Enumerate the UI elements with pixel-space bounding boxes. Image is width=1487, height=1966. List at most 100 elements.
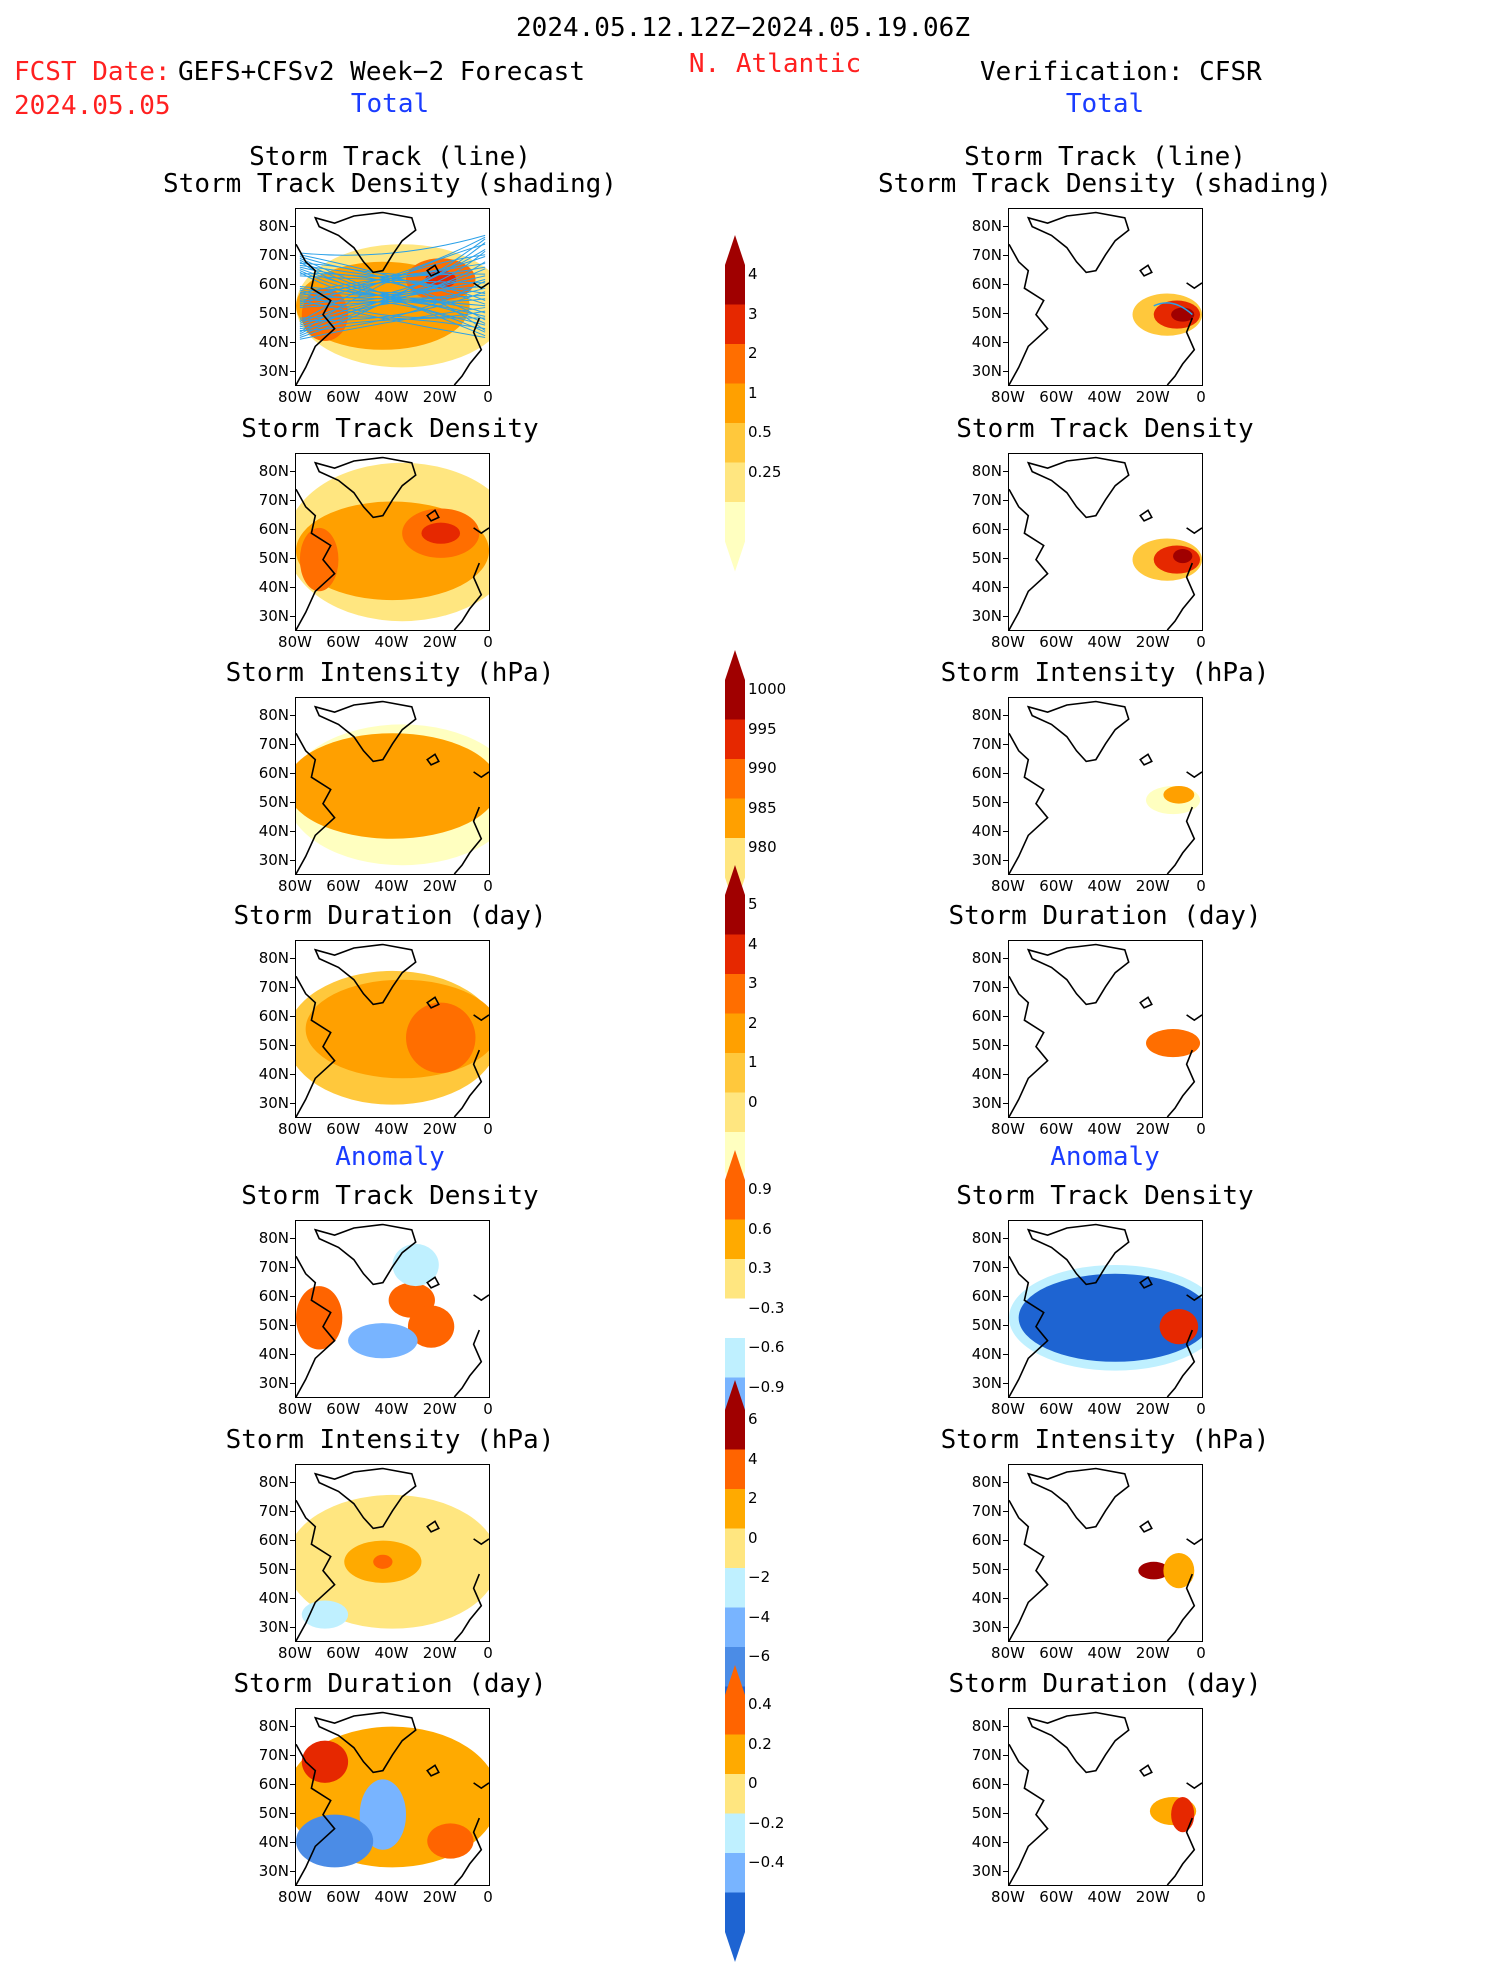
coastline [426,996,440,1009]
colorbar-segment [725,1568,745,1608]
lat-tick [1003,616,1008,617]
lat-tick-label: 40N [258,1345,289,1363]
lat-tick [290,255,295,256]
coastline [296,732,336,874]
lon-tick-label: 0 [1196,1888,1206,1906]
lon-tick-label: 40W [1087,633,1122,651]
lon-tick-label: 40W [374,877,409,895]
colorbar-label: −0.2 [748,1813,785,1832]
shading-region [1138,1561,1170,1580]
right-map-6 [1008,1464,1203,1642]
coastline [1186,1014,1202,1022]
lat-tick-label: 30N [258,851,289,869]
lon-tick-label: 40W [374,1400,409,1418]
lon-tick-label: 60W [1039,388,1074,406]
storm-track-line [299,270,486,299]
lat-tick [1003,500,1008,501]
lon-tick-label: 80W [278,1400,312,1418]
lat-tick [1003,284,1008,285]
lon-tick-label: 20W [1135,1120,1170,1138]
storm-track-line [299,291,486,319]
lat-tick-label: 80N [258,1717,289,1735]
colorbar-label: 1000 [748,680,787,698]
lat-tick-label: 80N [971,1717,1002,1735]
lon-tick-label: 80W [991,1644,1025,1662]
lat-tick [290,1383,295,1384]
lon-tick-label: 80W [991,1888,1025,1906]
lat-tick-label: 80N [258,1473,289,1491]
lat-tick [1003,1627,1008,1628]
coastline [296,975,336,1117]
shading-region [1018,1273,1202,1362]
lat-tick-label: 50N [258,1804,289,1822]
lon-tick-label: 80W [278,633,312,651]
right-panel-title-1: Storm Track (line) [964,142,1246,172]
colorbar-label: 4 [748,265,758,283]
lat-tick-label: 60N [258,1287,289,1305]
storm-track-line [299,254,486,305]
left-total-label: Total [350,89,430,119]
colorbar-segment [725,1298,745,1338]
colorbar-label: 4 [748,1449,758,1468]
lat-tick [290,773,295,774]
colorbar-arrow [725,865,745,895]
shading-region [301,1600,349,1629]
lat-tick-label: 30N [971,362,1002,380]
coastline [1139,264,1153,277]
left-map-3 [295,697,490,875]
colorbar-segment [725,1774,745,1814]
lat-tick [1003,802,1008,803]
lon-tick-label: 20W [422,633,457,651]
colorbar-label: 5 [748,895,758,913]
lat-tick [290,616,295,617]
lon-tick-label: 80W [991,877,1025,895]
colorbar-segment [725,1489,745,1529]
coastline [1139,1276,1153,1289]
colorbar-label: 4 [748,934,758,953]
colorbar-segment [725,1853,745,1893]
colorbar-segment [725,423,745,463]
shading-region [1163,786,1195,804]
lat-tick [1003,1569,1008,1570]
lat-tick [290,1074,295,1075]
lat-tick [290,1354,295,1355]
lat-tick [1003,342,1008,343]
lat-tick [1003,313,1008,314]
colorbar-segment [725,934,745,974]
lon-tick-label: 60W [1039,633,1074,651]
colorbar-label: 0.6 [748,1219,772,1238]
right-panel-title-5: Storm Track Density [956,1181,1254,1211]
lon-tick-label: 80W [991,1120,1025,1138]
storm-track-line [299,261,486,293]
lat-tick-label: 50N [258,1316,289,1334]
right-map-4 [1008,940,1203,1118]
colorbar-arrow [725,1665,745,1695]
shading-region [348,1323,418,1359]
lon-tick-label: 60W [326,388,361,406]
lat-tick [290,1627,295,1628]
shading-region [296,1286,343,1350]
lat-tick [290,831,295,832]
lat-tick-label: 60N [258,275,289,293]
lon-tick-label: 60W [326,1888,361,1906]
lat-tick [1003,1871,1008,1872]
lat-tick-label: 80N [971,462,1002,480]
lat-tick [290,1726,295,1727]
colorbar-label: 2 [748,1489,758,1507]
lat-tick [1003,831,1008,832]
lat-tick-label: 70N [971,246,1002,264]
lat-tick [290,529,295,530]
lat-tick-label: 40N [258,578,289,596]
date-range-title: 2024.05.12.12Z−2024.05.19.06Z [516,13,970,43]
colorbar-segment [725,1092,745,1132]
lat-tick-label: 80N [971,706,1002,724]
coastline [1009,243,1049,385]
lat-tick [290,313,295,314]
lon-tick-label: 0 [483,1888,493,1906]
colorbar-segment [725,1180,745,1220]
storm-track-line [299,273,486,321]
colorbar-label: 0 [748,1528,758,1547]
lon-tick-label: 0 [1196,1120,1206,1138]
lat-tick-label: 70N [971,1258,1002,1276]
lat-tick-label: 40N [971,1589,1002,1607]
